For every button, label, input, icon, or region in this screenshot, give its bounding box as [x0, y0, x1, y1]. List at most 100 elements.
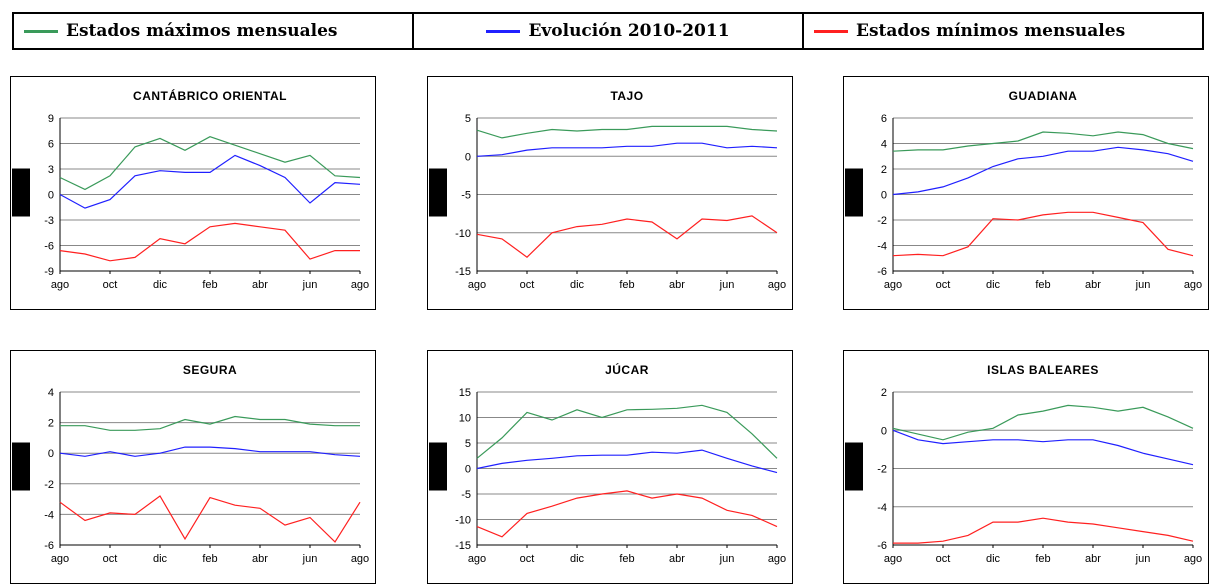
min-series-line	[476, 215, 778, 258]
y-tick-label: 0	[465, 464, 471, 476]
x-tick-label: oct	[936, 553, 951, 565]
side-marker	[12, 168, 30, 217]
y-tick-label: 0	[465, 151, 471, 163]
x-tick-label: oct	[520, 279, 535, 291]
chart-title: ISLAS BALEARES	[987, 363, 1099, 377]
legend-swatch-max	[24, 29, 58, 33]
y-tick-label: 4	[48, 387, 54, 399]
side-marker	[12, 442, 30, 491]
x-tick-label: oct	[103, 553, 118, 565]
x-tick-label: ago	[884, 279, 902, 291]
legend-bar: Estados máximos mensuales Evolución 2010…	[12, 12, 1204, 50]
x-tick-label: abr	[1085, 279, 1101, 291]
chart-panel-tajo: TAJO 5 0 -5 -10 -15 ago oct dic feb abr jun ago	[427, 76, 793, 310]
y-tick-label: 4	[881, 139, 887, 151]
chart-panel-segura: SEGURA 4 2 0 -2 -4 -6 ago oct dic feb abr jun ago	[10, 350, 376, 584]
x-tick-label: ago	[1184, 279, 1202, 291]
y-tick-label: -4	[877, 502, 887, 514]
x-tick-label: oct	[936, 279, 951, 291]
y-tick-label: 9	[48, 113, 54, 125]
x-tick-label: ago	[351, 553, 369, 565]
x-tick-label: oct	[520, 553, 535, 565]
legend-label-evolution: Evolución 2010-2011	[528, 21, 730, 41]
x-tick-label: feb	[619, 553, 634, 565]
evolution-series-line	[59, 446, 361, 457]
y-tick-label: -5	[461, 489, 471, 501]
y-tick-label: 5	[465, 113, 471, 125]
evolution-series-line	[59, 154, 361, 209]
y-tick-label: -15	[455, 540, 471, 552]
x-tick-label: jun	[719, 553, 735, 565]
y-tick-label: -2	[877, 215, 887, 227]
max-series-line	[892, 131, 1194, 152]
max-series-line	[476, 404, 778, 459]
evolution-series-line	[892, 146, 1194, 196]
x-tick-label: jun	[302, 553, 318, 565]
chart-title: SEGURA	[183, 363, 237, 377]
y-tick-label: 2	[881, 164, 887, 176]
y-tick-label: 0	[48, 448, 54, 460]
x-tick-label: jun	[719, 279, 735, 291]
y-tick-label: -4	[877, 241, 887, 253]
x-tick-label: jun	[1135, 553, 1151, 565]
legend-item-max: Estados máximos mensuales	[14, 14, 414, 48]
x-tick-label: abr	[669, 279, 685, 291]
chart-frame	[10, 350, 376, 584]
x-tick-label: dic	[153, 279, 168, 291]
max-series-line	[892, 404, 1194, 441]
chart-title: CANTÁBRICO ORIENTAL	[133, 88, 287, 103]
y-tick-label: -6	[44, 540, 54, 552]
side-marker	[845, 168, 863, 217]
y-tick-label: 6	[48, 139, 54, 151]
chart-title: JÚCAR	[605, 362, 649, 377]
x-tick-label: feb	[1035, 279, 1050, 291]
y-tick-label: 6	[881, 113, 887, 125]
legend-item-min: Estados mínimos mensuales	[804, 14, 1202, 48]
x-tick-label: dic	[570, 279, 585, 291]
chart-panel-jucar: JÚCAR 15 10 5 0 -5 -10 -15 ago oct dic feb abr jun ago	[427, 350, 793, 584]
y-tick-label: -2	[877, 464, 887, 476]
x-tick-label: ago	[351, 279, 369, 291]
min-series-line	[893, 517, 1194, 544]
x-tick-label: feb	[619, 279, 634, 291]
x-tick-label: feb	[202, 553, 217, 565]
y-tick-label: 10	[459, 413, 471, 425]
legend-swatch-min	[814, 29, 848, 33]
y-tick-label: -15	[455, 266, 471, 278]
x-tick-label: abr	[252, 553, 268, 565]
side-marker	[845, 442, 863, 491]
y-tick-label: -9	[44, 266, 54, 278]
chart-title: GUADIANA	[1009, 89, 1078, 103]
y-tick-label: -2	[44, 479, 54, 491]
x-tick-label: dic	[986, 279, 1001, 291]
y-tick-label: 5	[465, 438, 471, 450]
x-tick-label: ago	[51, 279, 69, 291]
max-series-line	[60, 415, 360, 431]
x-tick-label: dic	[570, 553, 585, 565]
x-tick-label: jun	[302, 279, 318, 291]
chart-panel-guadiana: GUADIANA 6 4 2 0 -2 -4 -6 ago oct dic feb abr jun ago	[843, 76, 1209, 310]
max-series-line	[59, 136, 361, 191]
x-tick-label: dic	[153, 553, 168, 565]
side-marker	[429, 442, 447, 491]
x-tick-label: ago	[884, 553, 902, 565]
evolution-series-line	[892, 429, 1194, 466]
chart-frame	[427, 76, 793, 310]
max-series-line	[476, 125, 778, 139]
y-tick-label: 0	[881, 425, 887, 437]
chart-frame	[843, 76, 1209, 310]
min-series-line	[476, 490, 778, 538]
x-tick-label: abr	[1085, 553, 1101, 565]
x-tick-label: ago	[51, 553, 69, 565]
y-tick-label: -4	[44, 509, 54, 521]
x-tick-label: feb	[202, 279, 217, 291]
legend-item-evolution: Evolución 2010-2011	[414, 14, 804, 48]
y-tick-label: -6	[877, 540, 887, 552]
x-tick-label: ago	[468, 279, 486, 291]
y-tick-label: -6	[877, 266, 887, 278]
